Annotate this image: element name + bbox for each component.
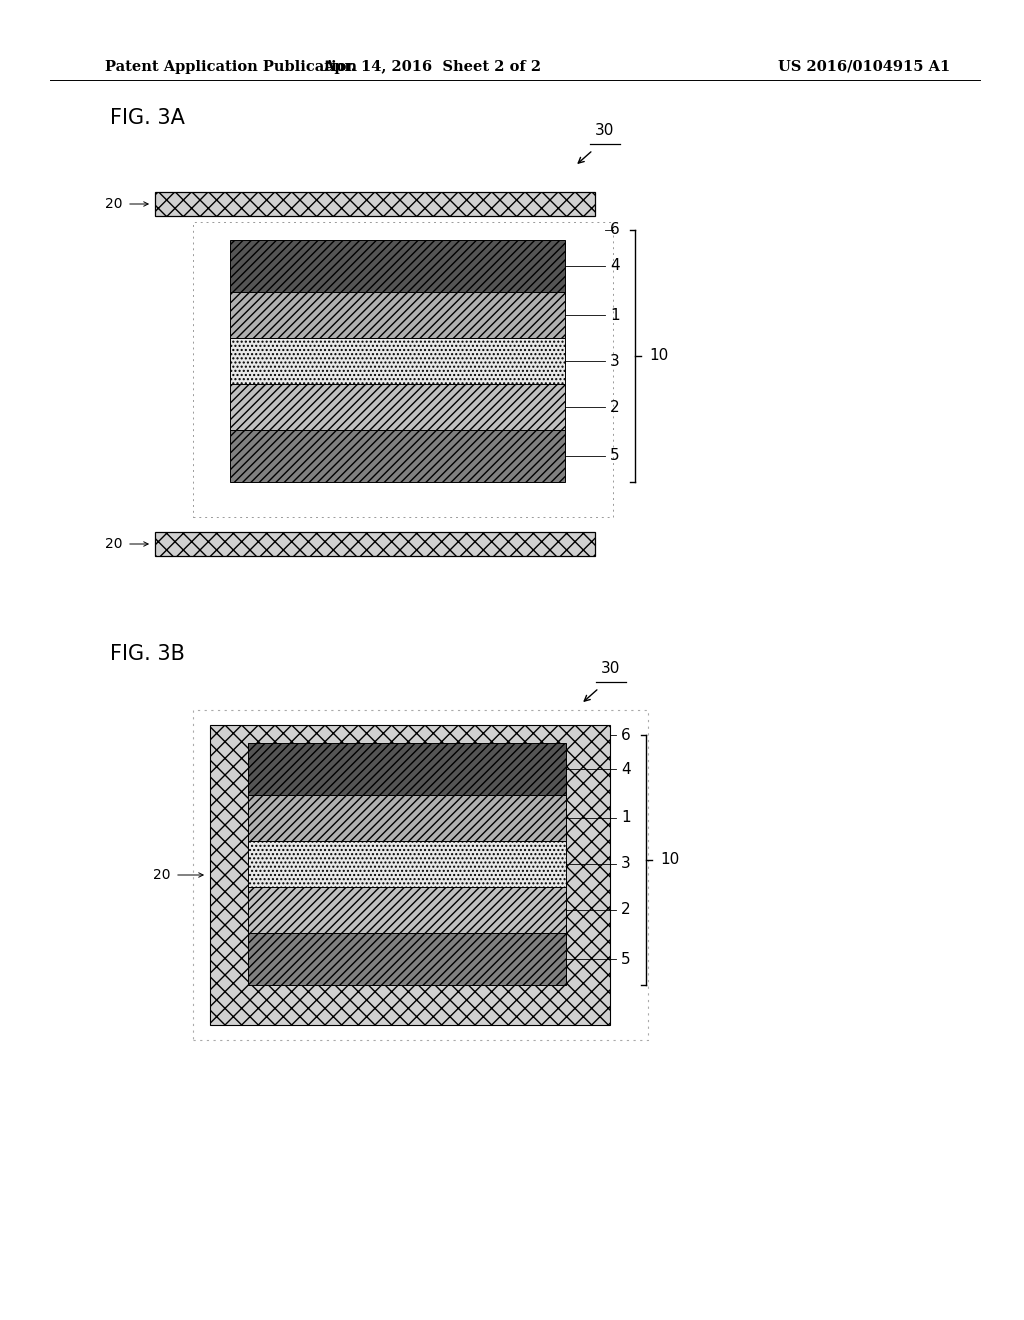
Text: 3: 3 (610, 354, 620, 368)
Text: 4: 4 (610, 259, 620, 273)
Bar (210, 725, 610, 1026)
Text: 20: 20 (153, 869, 170, 882)
Text: FIG. 3B: FIG. 3B (110, 644, 185, 664)
Bar (230, 292, 565, 338)
Bar (248, 841, 566, 887)
Text: 20: 20 (104, 537, 122, 550)
Bar (248, 743, 566, 795)
Bar (230, 240, 565, 292)
Text: 6: 6 (621, 727, 631, 742)
Bar (193, 710, 648, 1040)
Text: 2: 2 (621, 903, 631, 917)
Bar (248, 933, 566, 985)
Text: 20: 20 (104, 197, 122, 211)
Text: US 2016/0104915 A1: US 2016/0104915 A1 (778, 59, 950, 74)
Text: 10: 10 (660, 853, 679, 867)
Text: 1: 1 (610, 308, 620, 322)
Text: 30: 30 (595, 123, 614, 139)
Text: 30: 30 (601, 661, 621, 676)
Bar (248, 795, 566, 841)
Text: Apr. 14, 2016  Sheet 2 of 2: Apr. 14, 2016 Sheet 2 of 2 (323, 59, 541, 74)
Text: 2: 2 (610, 400, 620, 414)
Bar (230, 430, 565, 482)
Text: 1: 1 (621, 810, 631, 825)
Text: 6: 6 (610, 223, 620, 238)
Bar (248, 887, 566, 933)
Text: 4: 4 (621, 762, 631, 776)
Text: FIG. 3A: FIG. 3A (110, 108, 185, 128)
Bar (155, 532, 595, 556)
Bar (155, 191, 595, 216)
Text: Patent Application Publication: Patent Application Publication (105, 59, 357, 74)
Bar (230, 338, 565, 384)
Bar (193, 222, 613, 517)
Text: 5: 5 (621, 952, 631, 966)
Bar (230, 384, 565, 430)
Text: 3: 3 (621, 857, 631, 871)
Text: 5: 5 (610, 449, 620, 463)
Text: 10: 10 (649, 348, 669, 363)
